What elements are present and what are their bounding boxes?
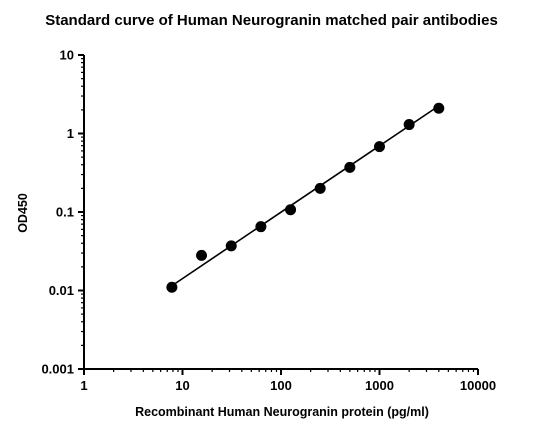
fit-line	[171, 105, 440, 287]
data-point	[196, 249, 208, 261]
x-tick-label: 10000	[460, 378, 496, 393]
x-tick-label: 100	[270, 378, 292, 393]
y-tick-label: 1	[67, 126, 74, 141]
data-point	[314, 182, 326, 194]
x-tick-label: 10	[175, 378, 189, 393]
data-point	[225, 240, 237, 252]
data-point	[166, 281, 178, 293]
y-axis-label: OD450	[16, 193, 30, 233]
y-tick-label: 0.001	[41, 362, 74, 377]
y-tick-label: 0.1	[56, 205, 74, 220]
data-point	[403, 119, 415, 131]
data-point	[433, 102, 445, 114]
chart-title: Standard curve of Human Neurogranin matc…	[45, 12, 498, 29]
x-axis-label: Recombinant Human Neurogranin protein (p…	[135, 405, 429, 419]
data-point	[255, 221, 267, 233]
data-point	[285, 204, 297, 216]
x-tick-label: 1000	[365, 378, 394, 393]
y-tick-label: 10	[60, 48, 74, 63]
x-tick-label: 1	[80, 378, 87, 393]
data-point	[344, 161, 356, 173]
data-point	[374, 141, 385, 153]
y-tick-label: 0.01	[49, 283, 74, 298]
